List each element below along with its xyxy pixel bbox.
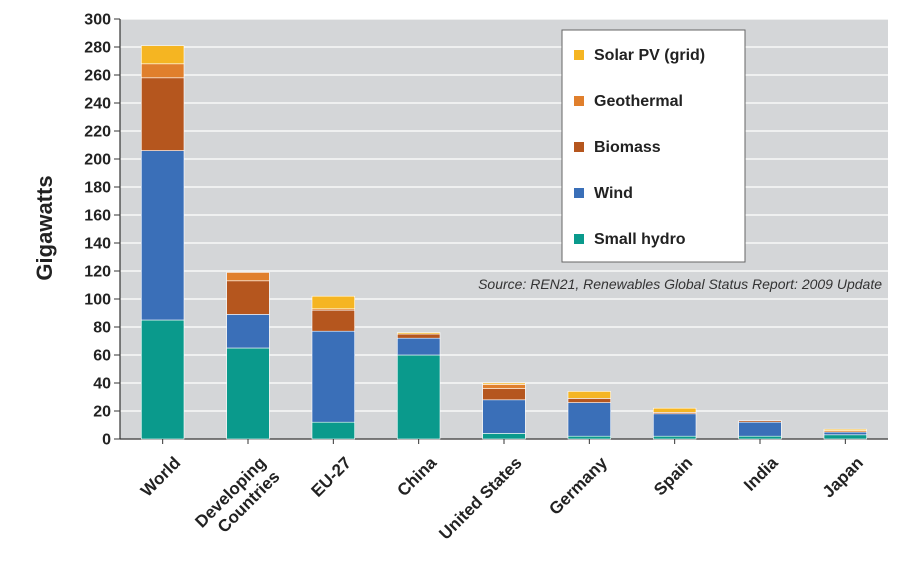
legend-swatch [574,50,584,60]
bar-segment [226,280,270,315]
bar-segment [397,332,441,335]
bar-segment [823,431,867,436]
bar-segment [567,398,611,403]
legend-label: Small hydro [594,231,686,248]
x-tick-label: India [740,453,782,495]
x-tick-label: Germany [545,453,611,519]
y-tick-label: 60 [93,348,111,365]
bar-segment [567,435,611,440]
y-tick-label: 180 [84,180,111,197]
legend-label: Solar PV (grid) [594,47,705,64]
bar-segment [738,421,782,437]
bar-segment [567,402,611,437]
bar-segment [482,433,526,440]
bar-segment [226,347,270,440]
bar-segment [397,333,441,339]
y-tick-label: 160 [84,208,111,225]
legend-swatch [574,188,584,198]
bar-segment [141,45,185,65]
x-tick-label: World [137,453,184,500]
y-tick-label: 240 [84,96,111,113]
bar-segment [823,434,867,440]
legend-label: Geothermal [594,93,683,110]
y-tick-label: 120 [84,264,111,281]
x-tick-label: United States [435,453,525,543]
x-tick-label: EU-27 [307,453,355,501]
bar-segment [311,421,355,440]
y-tick-label: 0 [102,432,111,449]
y-tick-label: 200 [84,152,111,169]
legend-swatch [574,142,584,152]
bar-segment [397,337,441,356]
y-tick-label: 300 [84,12,111,29]
y-axis-label: Gigawatts [32,175,57,280]
bar-segment [226,314,270,349]
bar-segment [653,407,697,413]
bar-segment [226,272,270,282]
y-tick-label: 20 [93,404,111,421]
legend-box [561,29,746,263]
bar-segment [141,150,185,321]
bar-segment [311,295,355,310]
bar-segment [311,330,355,423]
x-tick-label: Spain [650,453,696,499]
y-tick-label: 40 [93,376,111,393]
bar-segment [738,420,782,423]
legend-label: Biomass [594,139,661,156]
bar-segment [141,63,185,79]
bar-segment [482,388,526,401]
bar-segment [482,384,526,389]
y-tick-label: 140 [84,236,111,253]
bar-segment [141,319,185,440]
legend-swatch [574,96,584,106]
x-tick-label: DevelopingCountries [191,453,283,545]
y-tick-label: 280 [84,40,111,57]
bar-segment [823,428,867,431]
x-tick-label: China [393,453,440,500]
bar-segment [311,309,355,332]
bar-segment [567,391,611,399]
bar-segment [738,435,782,440]
y-tick-label: 220 [84,124,111,141]
y-tick-label: 100 [84,292,111,309]
bar-segment [397,354,441,440]
source-annotation: Source: REN21, Renewables Global Status … [478,276,882,292]
bar-segment [653,413,697,437]
y-tick-label: 260 [84,68,111,85]
bar-segment [653,435,697,440]
legend-swatch [574,234,584,244]
bar-segment [482,382,526,385]
bar-segment [141,77,185,151]
bar-segment [482,399,526,434]
y-tick-label: 80 [93,320,111,337]
legend-label: Wind [594,185,633,202]
x-tick-label: Japan [819,453,867,501]
